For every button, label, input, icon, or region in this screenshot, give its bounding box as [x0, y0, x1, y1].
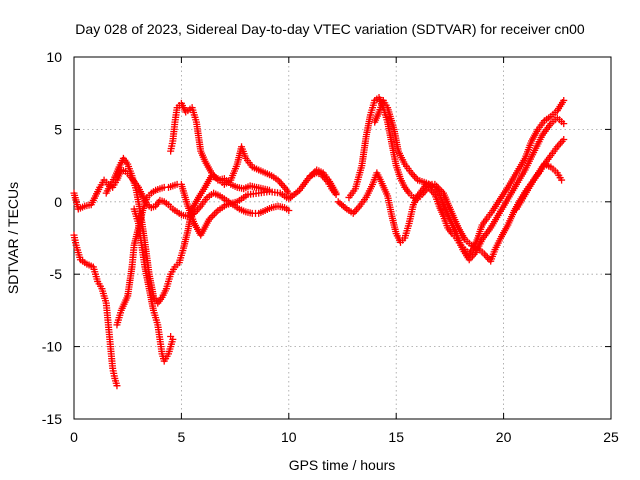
x-tick-label: 15	[388, 429, 404, 445]
series-track-6	[167, 99, 273, 194]
y-axis-label: SDTVAR / TECUs	[5, 182, 21, 294]
data-point	[210, 210, 218, 218]
data-point	[167, 332, 175, 340]
data-point	[265, 186, 273, 194]
y-tick-label: 10	[46, 49, 62, 65]
data-point	[209, 212, 217, 220]
series-track-10	[371, 96, 568, 264]
data-point	[212, 208, 220, 216]
y-tick-label: -5	[50, 266, 63, 282]
data-point	[560, 136, 568, 144]
data-point	[285, 206, 293, 214]
y-tick-label: 5	[54, 121, 62, 137]
x-tick-label: 20	[496, 429, 512, 445]
x-axis-label: GPS time / hours	[289, 457, 396, 473]
y-tick-label: -15	[42, 411, 62, 427]
x-tick-label: 10	[281, 429, 297, 445]
series-track-7	[306, 169, 340, 199]
plot-frame	[73, 56, 612, 420]
series-track-11	[512, 136, 568, 213]
x-tick-label: 25	[603, 429, 619, 445]
x-axis-ticks: 0 5 10 15 20 25	[70, 57, 619, 445]
data-point	[560, 120, 568, 128]
series-track-3	[70, 166, 293, 220]
series-track-4	[102, 143, 293, 307]
chart-title: Day 028 of 2023, Sidereal Day-to-day VTE…	[75, 21, 585, 37]
y-tick-label: -10	[42, 339, 62, 355]
y-axis-ticks: -15 -10 -5 0 5 10	[42, 49, 611, 427]
data-point	[560, 96, 568, 104]
x-tick-label: 0	[70, 429, 78, 445]
data-marks	[70, 94, 568, 390]
x-tick-label: 5	[178, 429, 186, 445]
data-point	[332, 191, 340, 199]
grid-lines	[74, 57, 611, 419]
data-point	[558, 176, 566, 184]
data-point	[285, 189, 293, 197]
series-track-1	[70, 231, 121, 390]
series-track-5	[130, 205, 177, 365]
y-tick-label: 0	[54, 194, 62, 210]
data-point	[113, 382, 121, 390]
